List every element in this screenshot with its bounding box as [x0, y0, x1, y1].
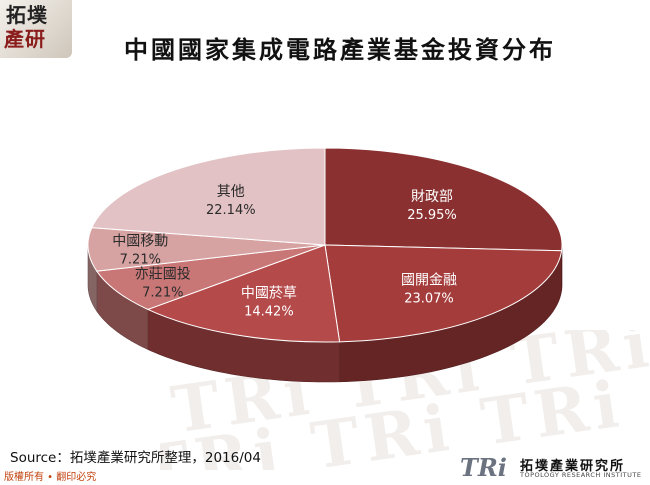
slice-label-0: 財政部: [411, 189, 453, 205]
slice-value-5: 22.14%: [206, 203, 256, 218]
slice-label-1: 國開金融: [401, 273, 457, 289]
brand-name-cn: 拓墣產業研究所: [520, 459, 626, 474]
pie-labels: 財政部25.95%國開金融23.07%中國菸草14.42%亦莊國投7.21%中國…: [112, 184, 457, 320]
copyright-note: 版權所有 • 翻印必究: [4, 472, 97, 483]
slice-value-2: 14.42%: [244, 305, 294, 320]
slice-value-1: 23.07%: [404, 292, 454, 307]
slice-label-4: 中國移動: [112, 234, 168, 250]
pie-top-faces: [87, 147, 563, 343]
slice-value-0: 25.95%: [407, 208, 457, 223]
slice-label-3: 亦莊國投: [135, 266, 191, 282]
logo-line-1: 拓墣: [6, 3, 48, 27]
pie-slice-1: [324, 244, 563, 343]
pie-slice-2: [146, 244, 341, 343]
slice-label-2: 中國菸草: [241, 286, 297, 302]
slice-value-4: 7.21%: [120, 253, 161, 268]
pie-slice-0: [324, 147, 563, 252]
pie-slice-5: [91, 147, 326, 246]
slice-label-5: 其他: [217, 184, 245, 200]
source-note: Source：拓墣產業研究所整理，2016/04: [10, 450, 261, 466]
brand-name-en: TOPOLOGY RESEARCH INSTITUTE: [520, 471, 642, 479]
corner-logo: 拓墣 產研: [0, 0, 72, 58]
logo-line-2: 產研: [4, 27, 46, 51]
pie-slice-3: [95, 244, 326, 310]
brand-logo: TRi 拓墣產業研究所 TOPOLOGY RESEARCH INSTITUTE: [460, 454, 642, 482]
slice-value-3: 7.21%: [142, 285, 183, 300]
chart-title: 中國國家集成電路產業基金投資分布: [124, 35, 556, 64]
brand-mark: TRi: [460, 453, 507, 482]
pie-slice-4: [87, 227, 326, 272]
